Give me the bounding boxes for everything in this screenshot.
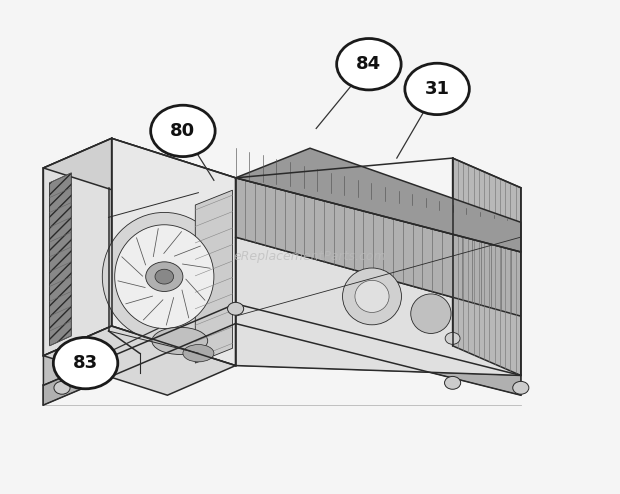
Circle shape	[151, 105, 215, 157]
Ellipse shape	[115, 225, 214, 329]
Polygon shape	[43, 138, 236, 207]
Circle shape	[445, 376, 461, 389]
Polygon shape	[453, 158, 521, 375]
Circle shape	[146, 262, 183, 291]
Circle shape	[53, 337, 118, 389]
Polygon shape	[50, 173, 71, 346]
Circle shape	[54, 381, 70, 394]
Polygon shape	[236, 274, 521, 375]
Text: 84: 84	[356, 55, 381, 73]
Ellipse shape	[183, 345, 214, 362]
Ellipse shape	[410, 294, 451, 333]
Polygon shape	[195, 190, 232, 363]
Ellipse shape	[152, 328, 208, 355]
Circle shape	[337, 39, 401, 90]
Circle shape	[513, 381, 529, 394]
Text: 31: 31	[425, 80, 450, 98]
Circle shape	[228, 302, 244, 315]
Polygon shape	[112, 138, 236, 366]
Circle shape	[155, 269, 174, 284]
Polygon shape	[43, 138, 112, 356]
Text: eReplacementParts.com: eReplacementParts.com	[234, 250, 386, 263]
Text: 80: 80	[170, 122, 195, 140]
Circle shape	[445, 332, 460, 344]
Polygon shape	[43, 326, 236, 395]
Text: 83: 83	[73, 354, 98, 372]
Polygon shape	[43, 274, 521, 385]
Polygon shape	[43, 304, 521, 405]
Ellipse shape	[355, 281, 389, 313]
Polygon shape	[236, 178, 521, 316]
Polygon shape	[236, 237, 521, 375]
Circle shape	[405, 63, 469, 115]
Ellipse shape	[102, 212, 226, 341]
Polygon shape	[236, 148, 521, 252]
Ellipse shape	[342, 268, 402, 325]
